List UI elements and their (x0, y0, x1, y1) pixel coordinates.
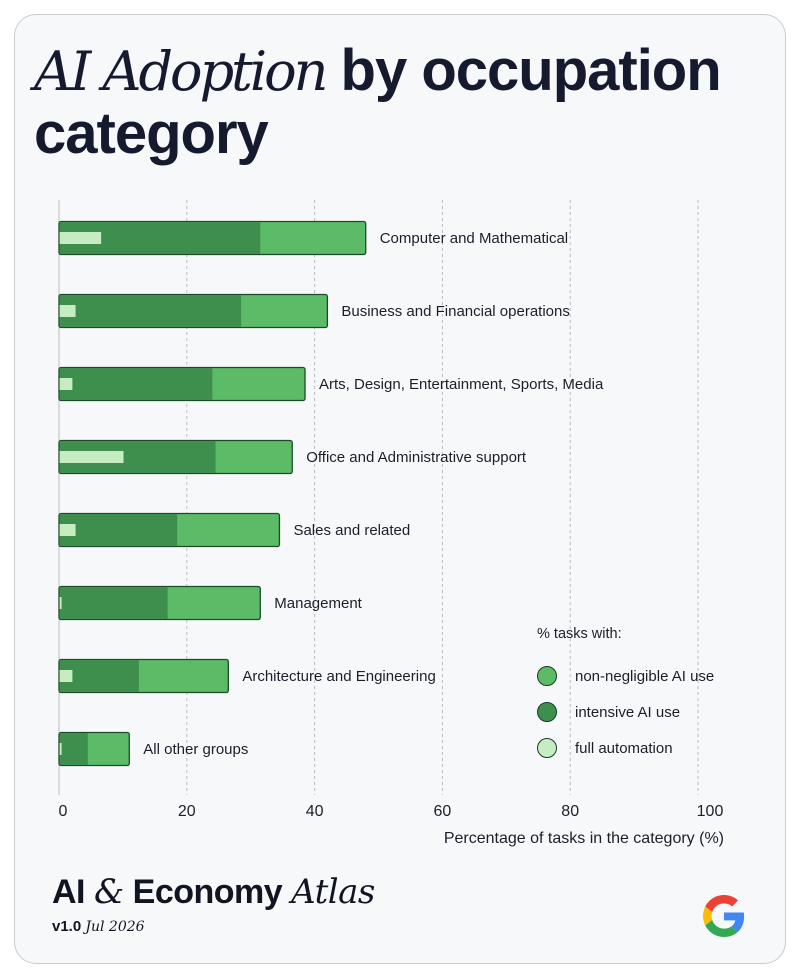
bar-intensive-5 (59, 587, 168, 619)
x-axis-title: Percentage of tasks in the category (%) (443, 830, 724, 847)
bars (58, 220, 367, 767)
legend-label-intensive: intensive AI use (575, 703, 681, 721)
category-label-7: All other groups (143, 741, 248, 758)
legend-item-full-automation: full automation (537, 730, 767, 766)
category-label-2: Arts, Design, Entertainment, Sports, Med… (319, 376, 604, 393)
brand-economy: Economy (123, 873, 292, 911)
x-tick-100: 100 (697, 803, 724, 820)
brand-ai: AI (52, 873, 94, 911)
bar-full-automation-1 (59, 305, 76, 317)
bar-full-automation-4 (59, 524, 76, 536)
bar-full-automation-5 (59, 597, 62, 609)
bar-intensive-6 (59, 660, 139, 692)
category-label-1: Business and Financial operations (341, 303, 569, 320)
x-tick-20: 20 (178, 803, 196, 820)
legend-swatch-intensive (537, 702, 557, 722)
category-label-4: Sales and related (293, 522, 410, 539)
brand-ampersand: & (93, 872, 124, 912)
version-number: v1.0 (52, 918, 82, 935)
x-tick-60: 60 (434, 803, 452, 820)
chart-title-rest: by occupation category (34, 38, 722, 166)
category-label-5: Management (274, 595, 362, 612)
bar-intensive-7 (59, 733, 88, 765)
x-tick-0: 0 (59, 803, 68, 820)
version-label: v1.0 Jul 2026 (52, 918, 145, 935)
legend-item-non-negligible: non-negligible AI use (537, 658, 767, 694)
bar-full-automation-0 (59, 232, 102, 244)
bar-intensive-2 (59, 368, 213, 400)
x-tick-labels: 0 20 40 60 80 100 (59, 803, 724, 820)
legend-swatch-non-negligible (537, 666, 557, 686)
chart-title: AI Adoption by occupation category (34, 40, 734, 165)
bar-full-automation-3 (59, 451, 124, 463)
google-logo-icon (703, 895, 745, 937)
bar-full-automation-2 (59, 378, 73, 390)
category-label-6: Architecture and Engineering (242, 668, 435, 685)
chart-card (14, 14, 786, 964)
bar-full-automation-7 (59, 743, 62, 755)
brand-atlas: Atlas (291, 872, 375, 912)
brand-wordmark: AI & Economy Atlas (52, 872, 375, 912)
category-label-0: Computer and Mathematical (380, 230, 568, 247)
chart-title-emphasis: AI Adoption (34, 40, 328, 103)
legend-item-intensive: intensive AI use (537, 694, 767, 730)
legend-label-non-negligible: non-negligible AI use (575, 667, 715, 685)
x-tick-80: 80 (561, 803, 579, 820)
x-tick-40: 40 (306, 803, 324, 820)
legend-swatch-full-automation (537, 738, 557, 758)
category-label-3: Office and Administrative support (306, 449, 527, 466)
legend-label-full-automation: full automation (575, 739, 673, 757)
category-labels: Computer and Mathematical Business and Fi… (143, 230, 604, 758)
legend-title: % tasks with: (537, 626, 622, 642)
bar-intensive-1 (59, 295, 242, 327)
legend: % tasks with: non-negligible AI use inte… (537, 626, 767, 766)
version-date: Jul 2026 (85, 919, 145, 935)
bar-intensive-4 (59, 514, 178, 546)
bar-full-automation-6 (59, 670, 73, 682)
